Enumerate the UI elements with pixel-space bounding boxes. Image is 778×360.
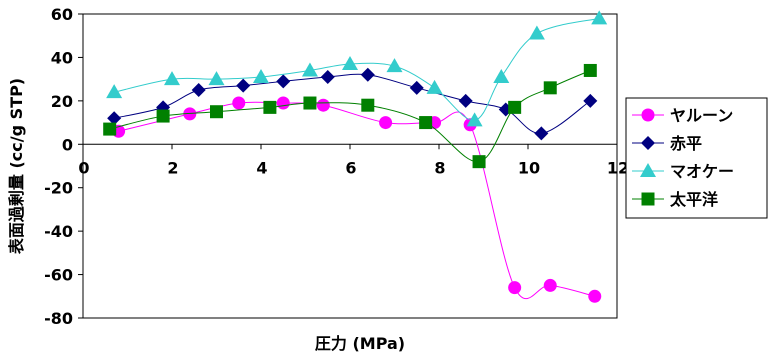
data-point (472, 155, 486, 169)
data-point (493, 68, 510, 83)
plot-frame (82, 13, 618, 319)
y-tick-label: 0 (62, 135, 73, 154)
data-point (508, 100, 522, 114)
legend-label: マオケー (670, 162, 734, 181)
data-point (342, 55, 358, 70)
data-point (103, 122, 117, 136)
legend-item: 太平洋 (632, 190, 718, 209)
data-point (466, 112, 483, 127)
y-tick-label: -40 (44, 222, 73, 241)
data-point (591, 10, 608, 25)
data-point (419, 116, 433, 130)
axes: -80 -60 -40 -20 0 20 40 60 0 2 4 6 8 10 12 (44, 5, 629, 328)
legend-marker (640, 163, 656, 177)
series-line (118, 101, 595, 300)
data-point (208, 71, 225, 86)
data-point (263, 100, 277, 114)
data-point (253, 68, 269, 83)
y-tick-label: -60 (44, 266, 73, 285)
data-point (583, 63, 597, 77)
data-point (164, 71, 180, 86)
data-point (379, 116, 393, 130)
y-axis-title: 表面過剰量 (cc/g STP) (7, 78, 26, 255)
legend-label: 太平洋 (669, 190, 718, 209)
x-axis-title: 圧力 (MPa) (315, 334, 405, 353)
x-tick-label: 0 (78, 158, 89, 177)
data-point (409, 80, 424, 95)
data-point (107, 111, 122, 126)
data-point (386, 58, 403, 73)
data-point (361, 98, 375, 112)
x-tick-label: 10 (518, 158, 540, 177)
data-point (360, 67, 375, 82)
y-tick-label: -20 (44, 179, 73, 198)
legend-marker (641, 192, 655, 206)
legend-item: マオケー (632, 162, 734, 181)
data-point (301, 62, 318, 77)
data-point (276, 96, 290, 110)
x-tick-label: 12 (607, 158, 629, 177)
data-point (458, 93, 473, 108)
legend-item: 赤平 (632, 134, 702, 153)
data-point (426, 79, 443, 94)
data-point (534, 126, 549, 141)
data-point (232, 96, 246, 110)
data-point (303, 96, 317, 110)
legend-item: ヤルーン (632, 106, 733, 125)
data-point (320, 69, 335, 84)
x-tick-label: 4 (256, 158, 267, 177)
x-tick-label: 6 (345, 158, 356, 177)
data-point (508, 281, 522, 295)
data-point (156, 109, 170, 123)
data-point (543, 81, 557, 95)
data-point (316, 98, 330, 112)
series-3 (106, 10, 608, 127)
legend-label: 赤平 (670, 134, 702, 153)
data-point (528, 25, 545, 40)
series-4 (103, 63, 597, 169)
legend-marker (641, 108, 655, 122)
data-point (543, 278, 557, 292)
data-point (583, 93, 598, 108)
data-point (191, 83, 206, 97)
x-tick-label: 8 (434, 158, 445, 177)
series-layer (103, 10, 608, 303)
y-tick-label: 60 (51, 5, 73, 24)
data-point (210, 105, 223, 119)
data-point (106, 84, 123, 99)
data-point (276, 74, 291, 89)
y-tick-label: 40 (51, 48, 73, 67)
data-point (588, 289, 602, 303)
legend-marker (641, 136, 655, 150)
x-tick-label: 2 (167, 158, 178, 177)
data-point (183, 107, 197, 121)
legend-label: ヤルーン (670, 106, 733, 125)
series-1 (112, 96, 602, 303)
y-tick-label: -80 (44, 309, 73, 328)
data-point (236, 78, 251, 93)
y-tick-label: 20 (51, 92, 73, 111)
